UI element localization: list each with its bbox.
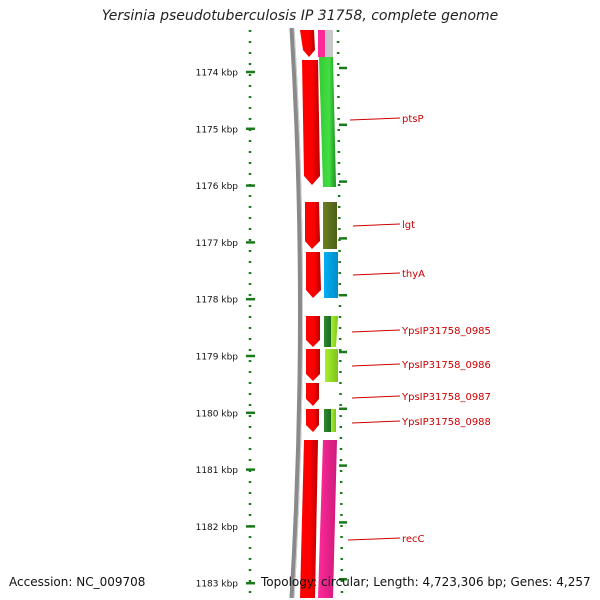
genome-title: Yersinia pseudotuberculosis IP 31758, co… bbox=[101, 8, 499, 24]
gene-label[interactable]: YpsIP31758_0987 bbox=[401, 392, 491, 403]
ruler-tick-label: 1178 kbp bbox=[196, 296, 239, 306]
gene-label[interactable]: thyA bbox=[402, 269, 425, 280]
cds-arrow bbox=[306, 409, 319, 432]
gene-block-top-gray bbox=[325, 30, 333, 57]
gene-block-0985b bbox=[331, 316, 338, 347]
cds-arrow bbox=[306, 383, 319, 406]
cds-arrow bbox=[300, 440, 318, 598]
gene-block-0988a bbox=[324, 409, 331, 432]
cds-arrow bbox=[302, 60, 320, 185]
ruler-tick-label: 1181 kbp bbox=[196, 466, 239, 476]
ruler-tick-label: 1179 kbp bbox=[196, 353, 239, 363]
cds-track bbox=[300, 30, 321, 598]
gene-block-recC bbox=[318, 440, 337, 598]
ruler-tick-label: 1174 kbp bbox=[196, 69, 239, 79]
gene-label-leader bbox=[351, 395, 401, 399]
gene-label[interactable]: YpsIP31758_0985 bbox=[401, 326, 491, 337]
cds-arrow bbox=[306, 349, 320, 381]
topology-text: Topology: circular; Length: 4,723,306 bp… bbox=[261, 575, 591, 589]
gene-block-lgt bbox=[323, 202, 337, 249]
cds-arrow bbox=[306, 316, 320, 347]
ruler-tick-label: 1180 kbp bbox=[196, 409, 239, 419]
gene-label-leader bbox=[352, 272, 401, 276]
accession-text: Accession: NC_009708 bbox=[9, 575, 146, 589]
gene-label[interactable]: lgt bbox=[402, 220, 415, 231]
gene-label-leader bbox=[349, 117, 401, 121]
gene-block-thyA bbox=[324, 252, 338, 298]
gene-block-0985 bbox=[324, 316, 331, 347]
gene-block-0986 bbox=[325, 349, 338, 382]
ruler-ticks: 1174 kbp 1175 kbp 1176 kbp 1177 kbp 1178 kbp… bbox=[196, 66, 347, 590]
gene-block-top-pink bbox=[318, 30, 325, 57]
gene-label-leader bbox=[347, 537, 401, 541]
gene-label[interactable]: recC bbox=[402, 534, 425, 545]
gene-block-ptsP bbox=[319, 57, 336, 187]
ruler-tick-label: 1183 kbp bbox=[196, 580, 239, 590]
gene-label[interactable]: YpsIP31758_0986 bbox=[401, 360, 491, 371]
ruler-tick-label: 1176 kbp bbox=[196, 182, 239, 192]
gene-label-leader bbox=[351, 363, 401, 367]
gene-label[interactable]: ptsP bbox=[402, 114, 424, 125]
gene-block-0988b bbox=[331, 409, 336, 432]
ruler-tick-label: 1182 kbp bbox=[196, 523, 239, 533]
gene-label-leader bbox=[351, 329, 401, 333]
cds-arrow bbox=[300, 30, 315, 57]
cds-arrow bbox=[306, 252, 321, 298]
gene-label-leader bbox=[351, 420, 401, 424]
gene-label-leader bbox=[352, 223, 401, 227]
gene-label[interactable]: YpsIP31758_0988 bbox=[401, 417, 491, 428]
genome-backbone-highlight bbox=[293, 27, 303, 599]
track-ruler-line bbox=[336, 29, 344, 599]
genome-backbone bbox=[289, 27, 303, 599]
cds-arrow bbox=[305, 202, 320, 249]
ruler-tick-label: 1175 kbp bbox=[196, 125, 239, 135]
gene-track bbox=[318, 30, 338, 598]
gene-labels: ptsP lgt thyA YpsIP31758_0985 YpsIP31758_098… bbox=[347, 114, 491, 545]
ruler-tick-label: 1177 kbp bbox=[196, 239, 239, 249]
